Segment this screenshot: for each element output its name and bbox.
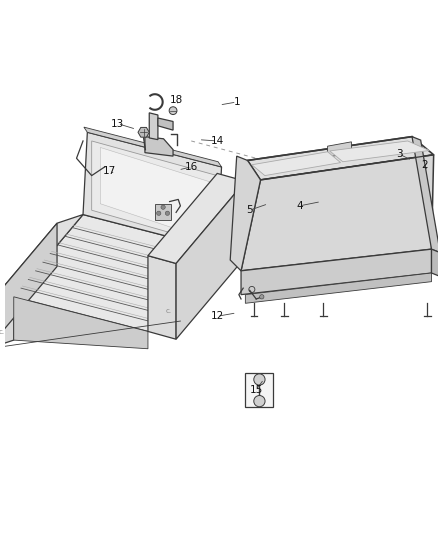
Polygon shape	[14, 215, 217, 332]
Polygon shape	[138, 127, 149, 137]
Polygon shape	[431, 249, 438, 277]
Text: 4: 4	[296, 201, 303, 211]
Polygon shape	[247, 136, 434, 180]
Polygon shape	[245, 273, 431, 303]
Text: c.: c.	[165, 308, 171, 314]
Polygon shape	[148, 256, 176, 339]
Polygon shape	[241, 249, 431, 295]
Text: 18: 18	[170, 95, 183, 105]
Polygon shape	[0, 223, 57, 349]
Circle shape	[169, 107, 177, 115]
Circle shape	[254, 374, 265, 385]
Polygon shape	[100, 148, 211, 238]
Text: 5: 5	[246, 205, 253, 215]
Polygon shape	[241, 155, 434, 271]
Polygon shape	[149, 113, 158, 140]
Text: 3: 3	[396, 149, 403, 159]
Polygon shape	[148, 173, 245, 263]
Text: 15: 15	[250, 385, 263, 395]
Polygon shape	[92, 141, 217, 245]
Polygon shape	[412, 136, 438, 253]
Text: 14: 14	[211, 136, 224, 146]
Polygon shape	[176, 181, 245, 339]
Text: c.: c.	[0, 329, 5, 335]
Polygon shape	[252, 152, 341, 175]
Circle shape	[161, 205, 165, 209]
Polygon shape	[328, 142, 351, 157]
FancyBboxPatch shape	[245, 373, 273, 407]
Polygon shape	[14, 297, 148, 349]
Polygon shape	[330, 141, 429, 161]
Polygon shape	[230, 156, 261, 271]
Text: 13: 13	[111, 119, 124, 128]
Circle shape	[254, 395, 265, 407]
Circle shape	[165, 211, 170, 215]
Text: 17: 17	[102, 166, 116, 176]
Polygon shape	[0, 297, 14, 349]
Polygon shape	[158, 118, 173, 130]
Text: 16: 16	[185, 162, 198, 172]
Circle shape	[260, 295, 264, 299]
Polygon shape	[84, 127, 222, 167]
Circle shape	[157, 211, 161, 215]
Polygon shape	[155, 204, 171, 220]
Text: 2: 2	[422, 160, 428, 170]
Text: 12: 12	[211, 311, 224, 321]
Polygon shape	[0, 215, 83, 305]
Text: 1: 1	[233, 97, 240, 107]
Polygon shape	[145, 136, 173, 156]
Polygon shape	[83, 132, 222, 249]
